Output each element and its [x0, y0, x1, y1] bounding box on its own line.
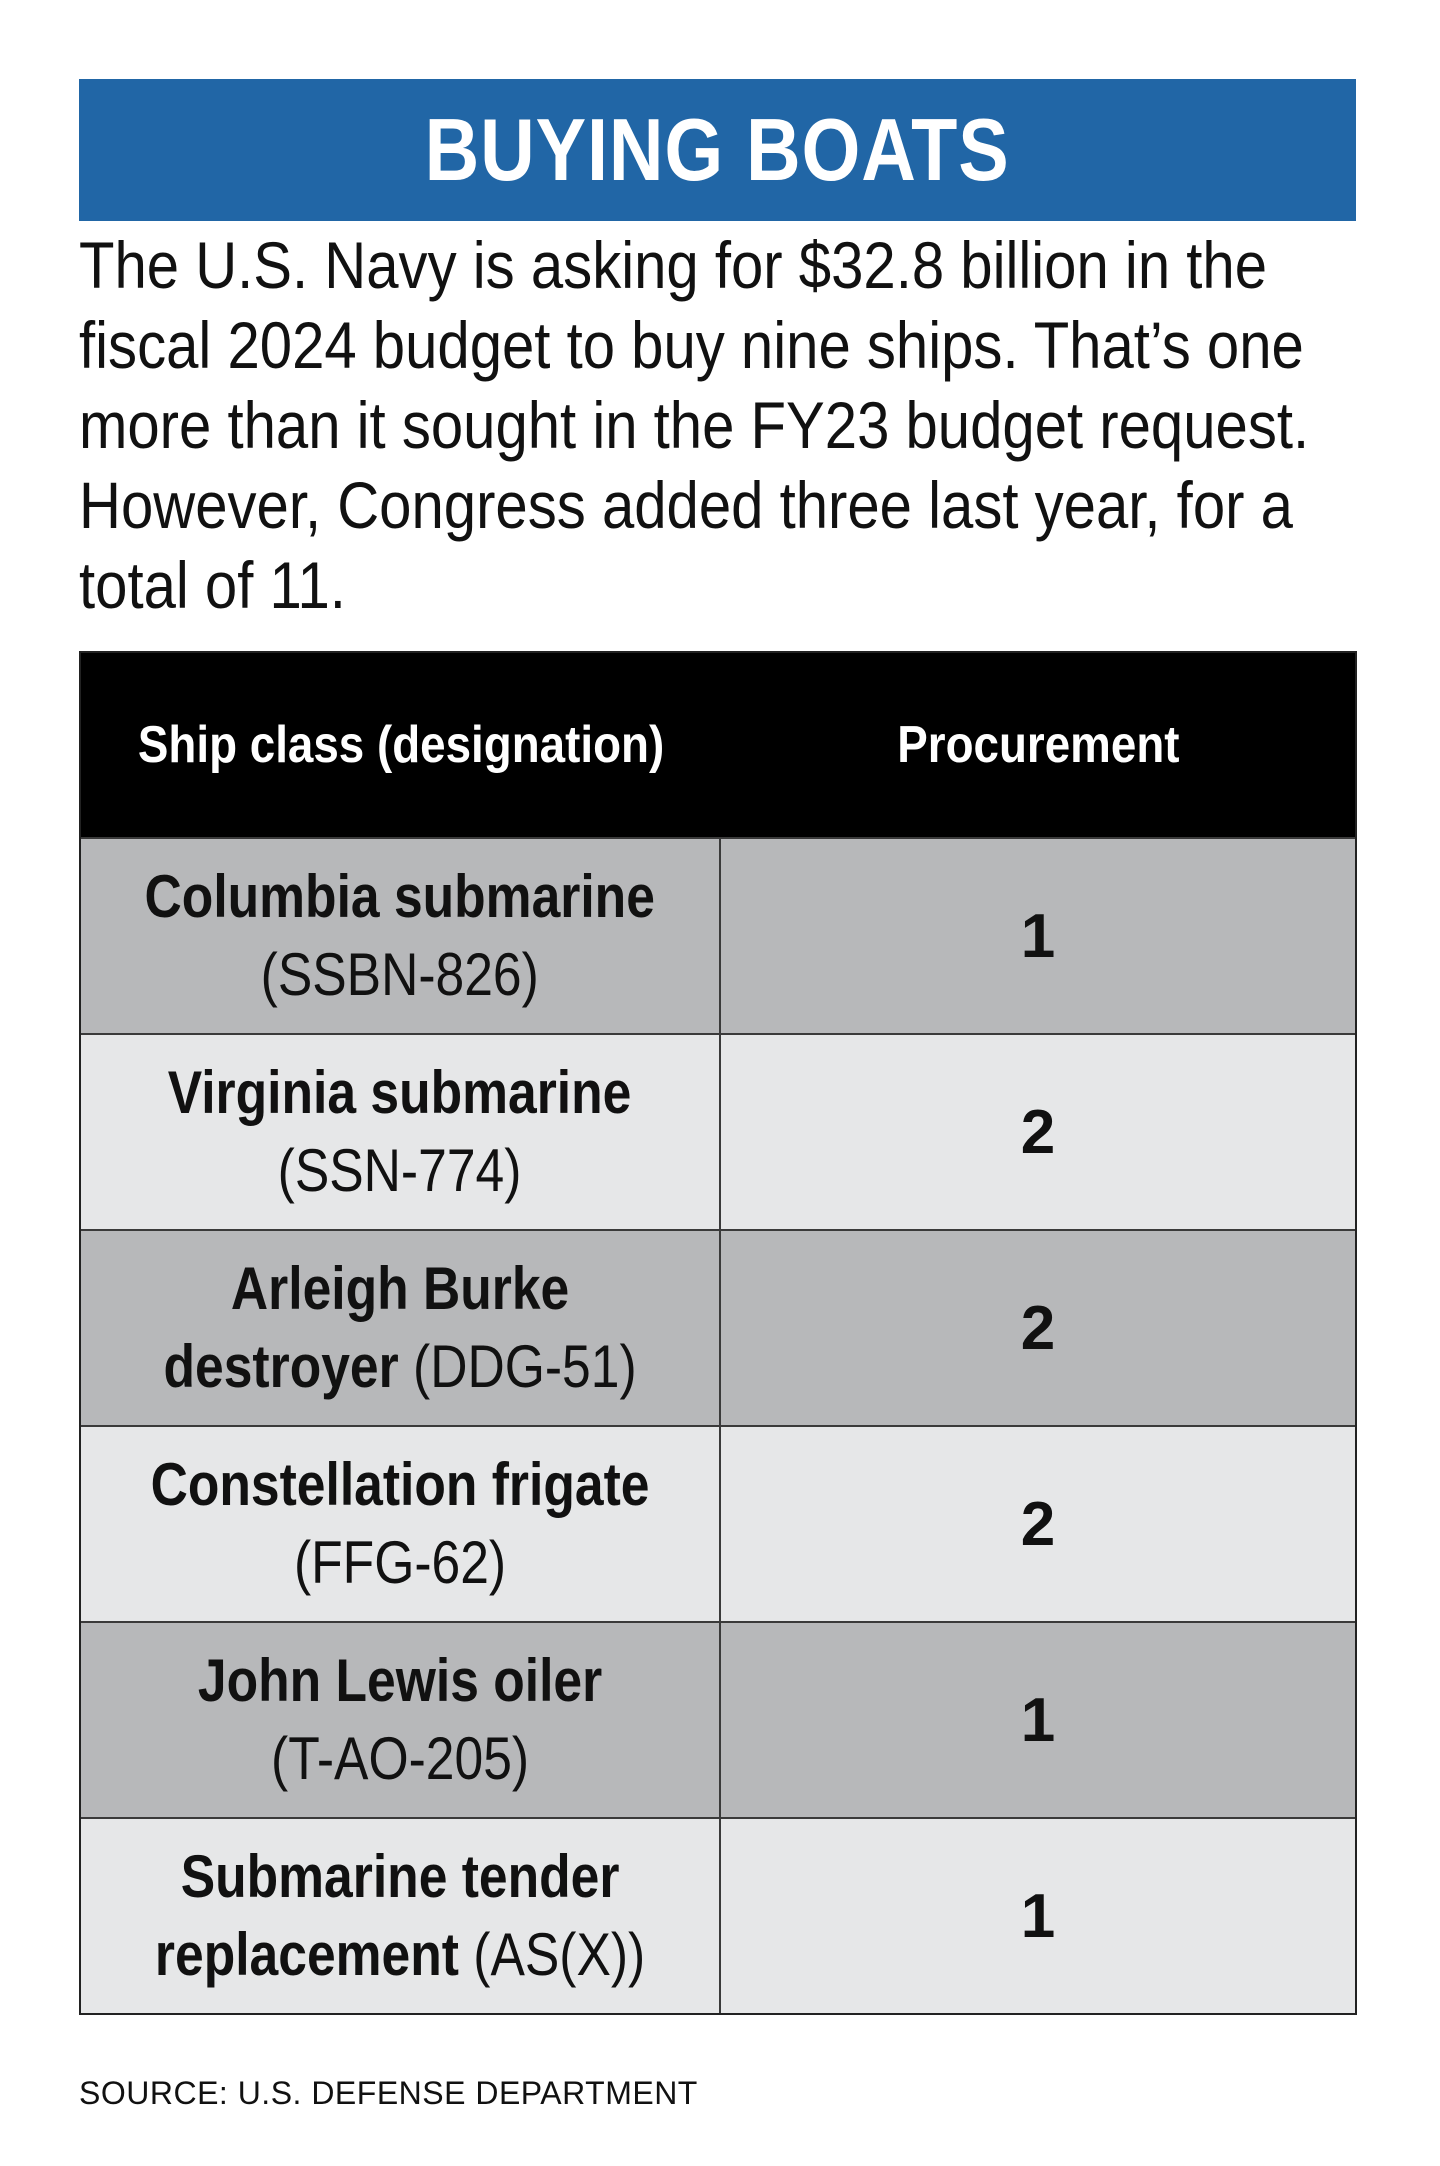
title-banner: BUYING BOATS: [79, 79, 1356, 221]
ship-designation: (T-AO-205): [270, 1725, 530, 1792]
procurement-table: Ship class (designation) Procurement Col…: [79, 651, 1357, 2015]
procurement-value: 1: [1020, 1881, 1056, 1951]
table-row: Columbia submarine (SSBN-826) 1: [81, 837, 1355, 1033]
procurement-cell: 2: [721, 1035, 1355, 1229]
header-procurement-label: Procurement: [896, 716, 1180, 774]
header-ship-class-label: Ship class (designation): [137, 716, 665, 774]
table-row: Constellation frigate (FFG-62) 2: [81, 1425, 1355, 1621]
ship-designation: (DDG-51): [412, 1333, 637, 1400]
table-row: Submarine tender replacement (AS(X)) 1: [81, 1817, 1355, 2013]
table-row: Arleigh Burke destroyer (DDG-51) 2: [81, 1229, 1355, 1425]
procurement-cell: 1: [721, 839, 1355, 1033]
ship-name: Columbia submarine: [144, 863, 656, 930]
ship-name-cont: destroyer: [163, 1333, 399, 1400]
intro-text: The U.S. Navy is asking for $32.8 billio…: [79, 228, 1310, 622]
procurement-value: 2: [1020, 1293, 1056, 1363]
ship-cell: Virginia submarine (SSN-774): [81, 1035, 721, 1229]
procurement-value: 2: [1020, 1489, 1056, 1559]
procurement-cell: 1: [721, 1623, 1355, 1817]
ship-name: Arleigh Burke: [230, 1255, 570, 1322]
ship-cell: Columbia submarine (SSBN-826): [81, 839, 721, 1033]
header-procurement: Procurement: [721, 653, 1355, 837]
ship-cell: John Lewis oiler (T-AO-205): [81, 1623, 721, 1817]
procurement-cell: 2: [721, 1231, 1355, 1425]
source-note: SOURCE: U.S. DEFENSE DEPARTMENT: [79, 2075, 698, 2111]
ship-name: Virginia submarine: [168, 1059, 632, 1126]
table-row: John Lewis oiler (T-AO-205) 1: [81, 1621, 1355, 1817]
table-row: Virginia submarine (SSN-774) 2: [81, 1033, 1355, 1229]
ship-cell: Constellation frigate (FFG-62): [81, 1427, 721, 1621]
ship-designation: (SSN-774): [278, 1137, 522, 1204]
ship-cell: Submarine tender replacement (AS(X)): [81, 1819, 721, 2013]
ship-name: Submarine tender: [180, 1843, 620, 1910]
procurement-cell: 2: [721, 1427, 1355, 1621]
procurement-value: 2: [1020, 1097, 1056, 1167]
ship-name: Constellation frigate: [150, 1451, 650, 1518]
ship-designation: (AS(X)): [473, 1921, 646, 1988]
procurement-value: 1: [1020, 1685, 1056, 1755]
table-header: Ship class (designation) Procurement: [81, 653, 1355, 837]
ship-name-cont: replacement: [154, 1921, 459, 1988]
procurement-value: 1: [1020, 901, 1056, 971]
ship-designation: (FFG-62): [293, 1529, 507, 1596]
ship-cell: Arleigh Burke destroyer (DDG-51): [81, 1231, 721, 1425]
procurement-cell: 1: [721, 1819, 1355, 2013]
ship-name: John Lewis oiler: [197, 1647, 603, 1714]
chart-title: BUYING BOATS: [425, 100, 1010, 199]
ship-designation: (SSBN-826): [260, 941, 540, 1008]
header-ship-class: Ship class (designation): [81, 653, 721, 837]
